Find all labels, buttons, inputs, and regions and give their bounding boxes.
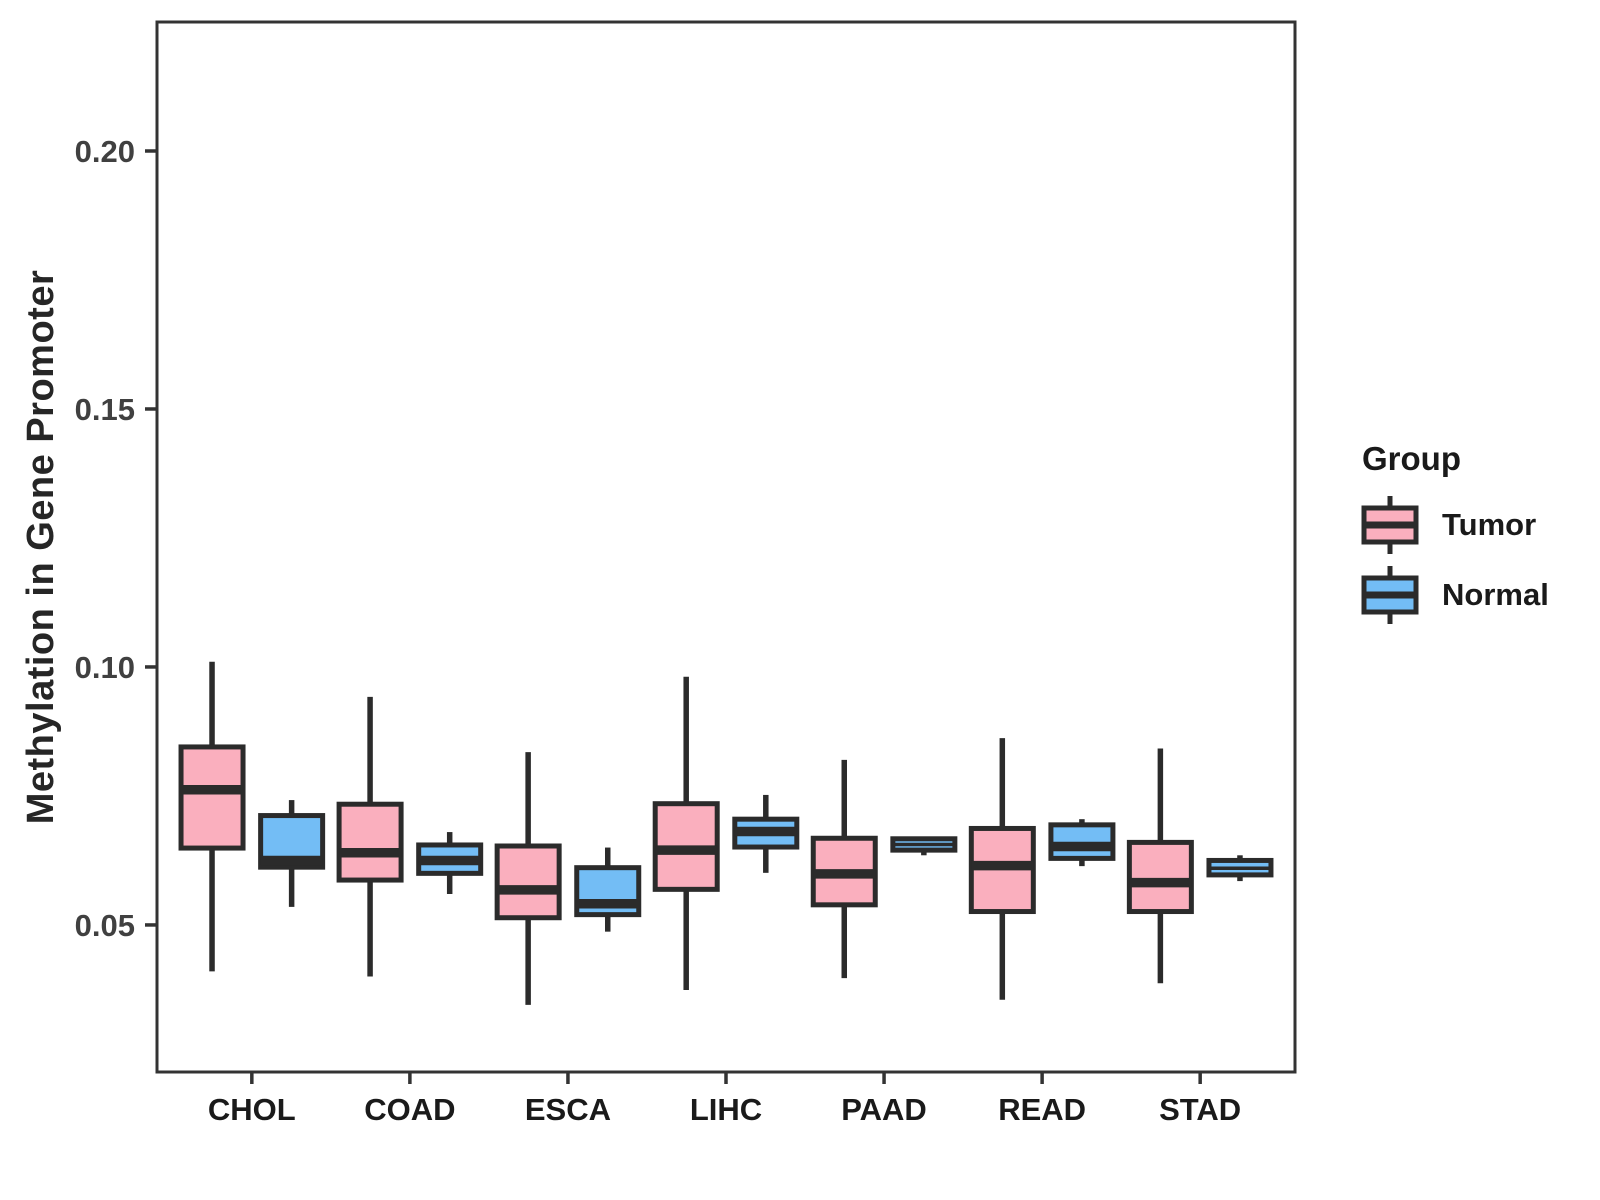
y-axis-title: Methylation in Gene Promoter (20, 269, 62, 825)
legend-item-normal: Normal (1360, 564, 1549, 626)
box-LIHC-Normal (732, 794, 800, 873)
box-PAAD-Tumor (810, 759, 878, 979)
legend: Group Tumor Normal (1360, 440, 1549, 634)
iqr-box (178, 744, 246, 851)
box-COAD-Normal (416, 832, 484, 894)
legend-label-normal: Normal (1442, 577, 1549, 612)
box-STAD-Normal (1206, 855, 1274, 882)
x-axis-tick-label-COAD: COAD (364, 1092, 455, 1127)
x-axis-tick-label-CHOL: CHOL (208, 1092, 296, 1127)
y-axis-tick-label: 0.05 (75, 908, 135, 943)
y-axis-tick-label: 0.15 (75, 392, 135, 427)
x-axis-tick-label-STAD: STAD (1159, 1092, 1241, 1127)
legend-title: Group (1362, 440, 1461, 477)
box-CHOL-Normal (258, 800, 326, 907)
x-axis-tick-label-ESCA: ESCA (525, 1092, 611, 1127)
box-COAD-Tumor (336, 696, 404, 977)
box-CHOL-Tumor (178, 661, 246, 972)
y-axis-tick-label: 0.10 (75, 650, 135, 685)
box-STAD-Tumor (1126, 748, 1194, 984)
legend-label-tumor: Tumor (1442, 507, 1537, 542)
box-ESCA-Tumor (494, 752, 562, 1005)
x-axis-tick-label-READ: READ (998, 1092, 1086, 1127)
iqr-box (336, 801, 404, 883)
box-PAAD-Normal (890, 836, 958, 856)
legend-item-tumor: Tumor (1360, 494, 1549, 556)
x-axis-tick-label-LIHC: LIHC (690, 1092, 762, 1127)
box-READ-Tumor (968, 738, 1036, 1000)
y-axis-tick-label: 0.20 (75, 134, 135, 169)
iqr-box (1126, 839, 1194, 915)
tumor-boxplot-key-icon (1361, 496, 1419, 554)
box-READ-Normal (1048, 819, 1116, 867)
panel-border (155, 20, 1297, 1074)
box-ESCA-Normal (574, 847, 642, 932)
iqr-box (1048, 822, 1116, 861)
iqr-box (494, 843, 562, 921)
box-LIHC-Tumor (652, 676, 720, 990)
x-axis-tick-label-PAAD: PAAD (841, 1092, 927, 1127)
normal-boxplot-key-icon (1361, 566, 1419, 624)
